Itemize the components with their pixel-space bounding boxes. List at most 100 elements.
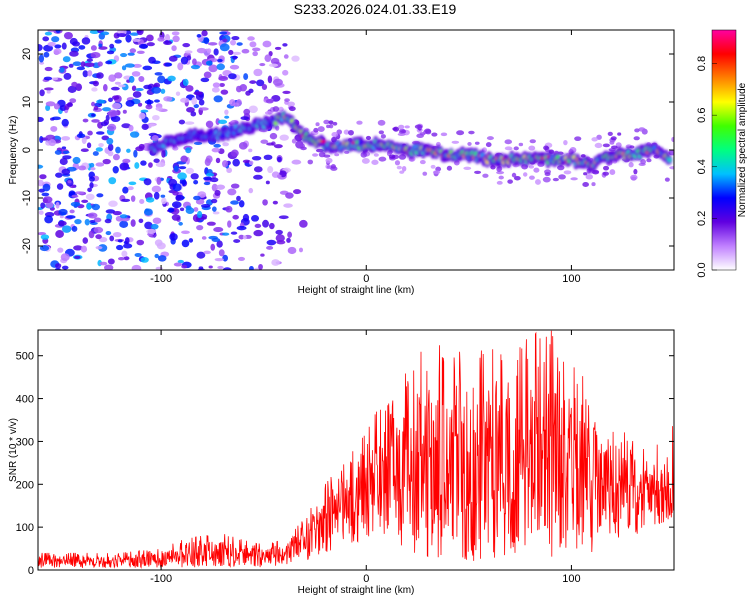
noise-blob (236, 42, 243, 46)
noise-blob (268, 63, 279, 68)
noise-blob (62, 56, 71, 63)
noise-blob (91, 113, 96, 117)
noise-blob (190, 173, 199, 180)
noise-blob (336, 129, 343, 135)
noise-blob (229, 99, 236, 107)
noise-blob (93, 105, 99, 111)
noise-blob (638, 127, 646, 132)
noise-blob (513, 146, 519, 151)
noise-blob (591, 137, 598, 142)
noise-blob (378, 130, 385, 135)
noise-blob (96, 193, 104, 198)
noise-blob (43, 76, 53, 81)
y-tick-label: 20 (21, 48, 33, 60)
noise-blob (112, 166, 119, 174)
noise-blob (130, 195, 136, 202)
noise-blob (44, 31, 52, 36)
noise-blob (48, 139, 57, 147)
noise-blob (230, 183, 240, 189)
noise-blob (209, 177, 219, 183)
noise-blob (222, 142, 229, 147)
noise-blob (252, 47, 261, 52)
noise-blob (134, 252, 142, 258)
noise-blob (125, 34, 132, 43)
noise-blob (164, 33, 171, 42)
noise-blob (300, 146, 307, 151)
noise-blob (291, 55, 300, 62)
noise-blob (186, 107, 195, 113)
noise-blob (128, 75, 135, 83)
noise-blob (71, 225, 78, 232)
noise-blob (138, 75, 145, 83)
noise-blob (141, 123, 149, 130)
noise-blob (248, 88, 254, 94)
noise-blob (343, 129, 350, 135)
noise-blob (177, 259, 184, 264)
noise-blob (78, 165, 87, 171)
noise-blob (252, 51, 258, 57)
noise-blob (95, 131, 105, 135)
noise-blob (173, 165, 179, 173)
noise-blob (344, 150, 350, 154)
noise-blob (249, 266, 254, 270)
noise-blob (140, 257, 149, 263)
noise-blob (107, 258, 115, 265)
noise-blob (609, 140, 615, 145)
noise-blob (83, 62, 92, 67)
noise-blob (248, 187, 254, 194)
noise-blob (266, 245, 274, 250)
spectrogram-y-axis-label: Frequency (Hz) (8, 116, 19, 185)
noise-blob (47, 30, 55, 33)
noise-blob (193, 207, 199, 212)
noise-blob (266, 239, 277, 246)
noise-blob (41, 192, 50, 197)
noise-blob (419, 132, 426, 136)
noise-blob (148, 56, 156, 64)
noise-blob (558, 174, 566, 180)
noise-blob (251, 215, 260, 222)
noise-blob (528, 165, 535, 169)
noise-blob (253, 166, 263, 173)
noise-blob (104, 264, 114, 270)
noise-blob (117, 239, 123, 243)
noise-blob (583, 172, 588, 176)
noise-blob (203, 181, 211, 186)
noise-blob (112, 232, 122, 238)
noise-blob (214, 189, 221, 197)
noise-blob (54, 267, 61, 270)
noise-blob (67, 180, 72, 184)
noise-blob (482, 173, 489, 178)
noise-blob (91, 87, 98, 92)
noise-blob (85, 193, 95, 201)
noise-blob (74, 191, 85, 195)
noise-blob (47, 41, 56, 47)
noise-blob (269, 222, 275, 230)
snr-x-axis-label: Height of straight line (km) (298, 585, 415, 596)
noise-blob (247, 36, 255, 41)
noise-blob (217, 58, 223, 63)
noise-blob (552, 177, 559, 182)
noise-blob (123, 256, 130, 261)
noise-blob (63, 72, 72, 80)
noise-blob (97, 61, 103, 67)
noise-blob (392, 126, 400, 132)
noise-blob (262, 40, 272, 48)
noise-blob (54, 44, 62, 49)
noise-blob (84, 218, 90, 226)
noise-blob (110, 86, 120, 91)
noise-blob (431, 132, 438, 137)
noise-blob (140, 109, 149, 113)
noise-blob (291, 159, 302, 165)
noise-blob (59, 157, 68, 166)
noise-blob (267, 75, 273, 84)
noise-blob (42, 196, 53, 204)
noise-blob (196, 34, 202, 38)
noise-blob (95, 162, 105, 167)
noise-blob (238, 200, 245, 208)
noise-blob (287, 231, 293, 238)
noise-blob (45, 104, 51, 111)
noise-blob (594, 142, 603, 149)
noise-blob (646, 158, 652, 163)
noise-blob (467, 141, 472, 146)
noise-blob (283, 203, 293, 208)
